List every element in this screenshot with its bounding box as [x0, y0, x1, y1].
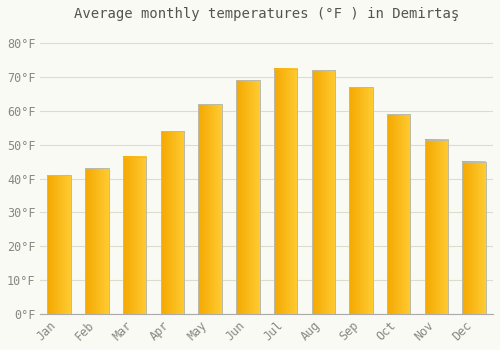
Bar — [48, 175, 71, 314]
Bar — [274, 69, 297, 314]
Bar — [387, 114, 410, 314]
Bar — [160, 131, 184, 314]
Bar — [462, 162, 486, 314]
Bar — [425, 140, 448, 314]
Bar — [85, 168, 108, 314]
Title: Average monthly temperatures (°F ) in Demirtaş: Average monthly temperatures (°F ) in De… — [74, 7, 460, 21]
Bar — [312, 70, 335, 314]
Bar — [198, 104, 222, 314]
Bar — [123, 156, 146, 314]
Bar — [350, 87, 372, 314]
Bar — [236, 80, 260, 314]
